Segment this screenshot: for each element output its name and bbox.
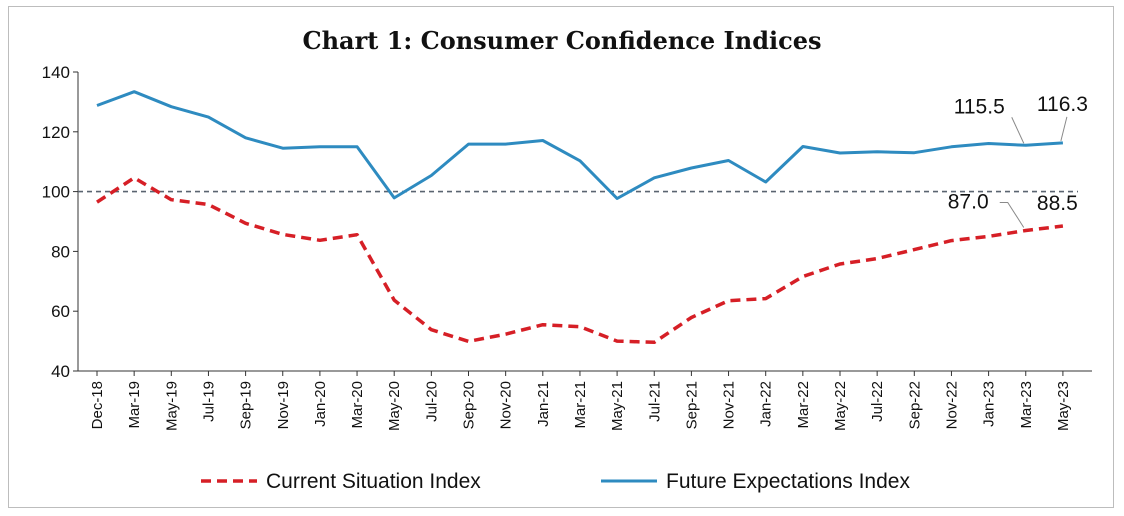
- x-tick-label: Nov-21: [721, 381, 738, 429]
- x-tick-label: Nov-22: [943, 381, 960, 429]
- x-tick-label: May-21: [609, 381, 626, 431]
- annotation-leader: [1011, 117, 1025, 144]
- x-tick-label: Nov-20: [498, 381, 515, 429]
- x-axis: Dec-18 Mar-19 May-19 Jul-19 Sep-19 Nov-19 Jan-…: [78, 370, 1092, 431]
- y-tick-label: 80: [51, 242, 70, 261]
- y-tick-label: 140: [42, 63, 70, 82]
- x-tick-label: Sep-19: [238, 381, 255, 429]
- annotation-layer: 115.5 116.3 87.0 88.5: [948, 93, 1088, 228]
- x-tick-label: May-23: [1055, 381, 1072, 431]
- x-tick-label: Jan-22: [758, 381, 775, 427]
- x-tick-label: Dec-18: [89, 381, 106, 429]
- chart-title: Chart 1: Consumer Confidence Indices: [302, 26, 822, 55]
- y-tick-label: 120: [42, 123, 70, 142]
- x-tick-label: Mar-20: [349, 381, 366, 429]
- data-label: 87.0: [948, 190, 989, 213]
- data-label: 116.3: [1037, 93, 1088, 116]
- x-tick-label: Jul-22: [869, 381, 886, 422]
- current-situation-index-line: [96, 176, 1064, 345]
- x-tick-label: Mar-21: [572, 381, 589, 429]
- x-tick-label: Jan-23: [981, 381, 998, 427]
- x-tick-label: Sep-21: [683, 381, 700, 429]
- y-tick-label: 60: [51, 302, 70, 321]
- x-tick-label: May-22: [832, 381, 849, 431]
- legend-label: Future Expectations Index: [666, 470, 910, 493]
- x-tick-label: Jul-19: [200, 381, 217, 422]
- chart-frame: [8, 6, 1114, 508]
- x-tick-label: Mar-22: [795, 381, 812, 429]
- future-expectations-index-line: [96, 90, 1063, 200]
- x-tick-label: Sep-22: [906, 381, 923, 429]
- data-label: 115.5: [954, 95, 1005, 118]
- series-layer: [96, 90, 1064, 345]
- x-tick-label: Jul-20: [423, 381, 440, 422]
- y-axis: 40 60 80 100 120 140: [42, 63, 79, 381]
- x-tick-label: Sep-20: [461, 381, 478, 429]
- annotation-leader: [1060, 116, 1068, 141]
- annotation-leader: [999, 201, 1025, 228]
- y-tick-label: 40: [51, 362, 70, 381]
- x-tick-label: May-20: [386, 381, 403, 431]
- x-tick-label: Jul-21: [646, 381, 663, 422]
- legend: Current Situation Index Future Expectatio…: [201, 470, 910, 493]
- x-tick-label: Jan-21: [535, 381, 552, 427]
- x-tick-label: May-19: [163, 381, 180, 431]
- x-tick-label: Nov-19: [275, 381, 292, 429]
- x-tick-label: Jan-20: [312, 381, 329, 427]
- y-tick-label: 100: [42, 183, 70, 202]
- x-tick-label: Mar-19: [126, 381, 143, 429]
- x-tick-label: Mar-23: [1018, 381, 1035, 429]
- data-label: 88.5: [1037, 192, 1078, 215]
- legend-label: Current Situation Index: [266, 470, 481, 493]
